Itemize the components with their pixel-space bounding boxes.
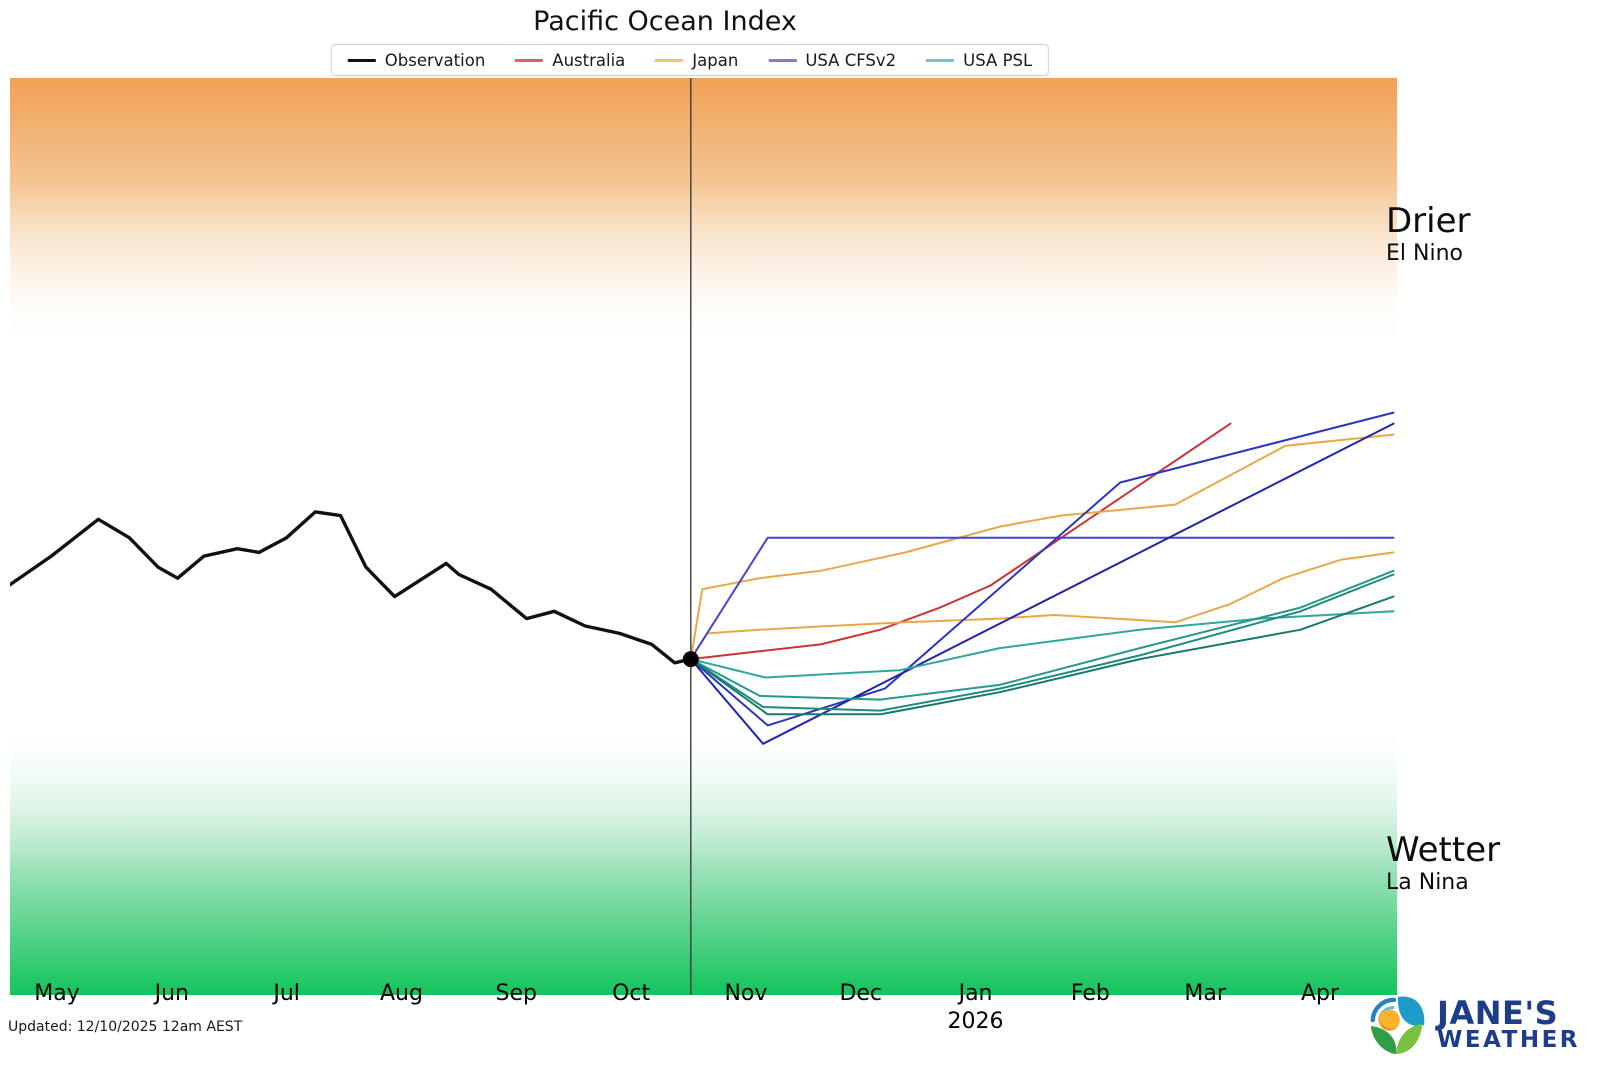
observation-line-swatch-icon: [347, 58, 376, 62]
drier-label: Drier: [1386, 201, 1471, 241]
x-tick-label-sep: Sep: [495, 981, 537, 1006]
series-line-usa-cfsv2-4: [689, 536, 1395, 661]
x-tick-label-dec: Dec: [839, 981, 883, 1006]
series-line-usa-psl-9: [689, 573, 1395, 712]
series-line-japan-3: [689, 551, 1395, 661]
australia-line-swatch-icon: [515, 58, 544, 62]
series-line-japan-2: [689, 433, 1395, 661]
page-title: Pacific Ocean Index: [533, 6, 797, 37]
series-line-usa-psl-7: [689, 610, 1395, 679]
japan-line-swatch-icon: [655, 58, 684, 62]
legend-item-usa-cfsv2: USA CFSv2: [768, 51, 896, 70]
usa-psl-line-swatch-icon: [926, 58, 955, 62]
series-line-usa-cfsv2-6: [689, 422, 1395, 745]
x-tick-label-feb: Feb: [1070, 981, 1110, 1006]
legend-label: Observation: [384, 50, 486, 70]
series-line-usa-cfsv2-5: [689, 411, 1395, 727]
x-tick-label-oct: Oct: [612, 981, 651, 1006]
drier-el-nino-label: Drier El Nino: [1386, 201, 1471, 267]
x-tick-label-mar: Mar: [1184, 981, 1226, 1006]
now-marker: [682, 651, 699, 668]
logo-line2: WEATHER: [1437, 1026, 1580, 1053]
legend-label: USA PSL: [963, 50, 1033, 70]
usa-cfsv2-line-swatch-icon: [768, 58, 797, 62]
logo-line1: JANE'S: [1437, 993, 1559, 1032]
legend: Observation Australia Japan USA CFSv2 US…: [330, 44, 1050, 76]
x-tick-label-apr: Apr: [1300, 981, 1340, 1006]
x-tick-label-jun: Jun: [154, 981, 189, 1006]
wetter-label: Wetter: [1386, 830, 1501, 870]
legend-item-observation: Observation: [347, 50, 486, 70]
series-line-usa-psl-8: [689, 569, 1395, 701]
x-tick-label-may: May: [34, 981, 80, 1006]
la-nina-label: La Nina: [1386, 870, 1469, 896]
series-line-australia-1: [689, 422, 1232, 661]
legend-label: Australia: [552, 50, 626, 70]
updated-timestamp: Updated: 12/10/2025 12am AEST: [8, 1019, 243, 1035]
series-line-usa-psl-10: [689, 595, 1395, 716]
la-nina-band: [10, 718, 1397, 995]
x-axis-year-label: 2026: [947, 1009, 1004, 1034]
el-nino-band: [10, 78, 1397, 350]
x-tick-label-nov: Nov: [724, 981, 768, 1006]
x-tick-label-aug: Aug: [379, 981, 423, 1006]
janes-weather-logo-icon: [1370, 996, 1425, 1055]
series-lines: [10, 411, 1395, 745]
el-nino-label: El Nino: [1386, 241, 1463, 267]
janes-weather-logo[interactable]: JANE'S WEATHER: [1365, 993, 1580, 1055]
x-tick-label-jul: Jul: [273, 981, 300, 1006]
series-line-observation-0: [10, 510, 693, 665]
legend-label: USA CFSv2: [805, 50, 897, 70]
wetter-la-nina-label: Wetter La Nina: [1386, 830, 1501, 896]
legend-item-japan: Japan: [655, 51, 738, 70]
legend-label: Japan: [692, 50, 739, 70]
logo-text: JANE'S WEATHER: [1437, 997, 1580, 1052]
current-value-dot: [682, 651, 699, 668]
x-tick-label-jan: Jan: [958, 981, 993, 1006]
legend-item-usa-psl: USA PSL: [926, 51, 1032, 70]
legend-item-australia: Australia: [515, 51, 625, 70]
